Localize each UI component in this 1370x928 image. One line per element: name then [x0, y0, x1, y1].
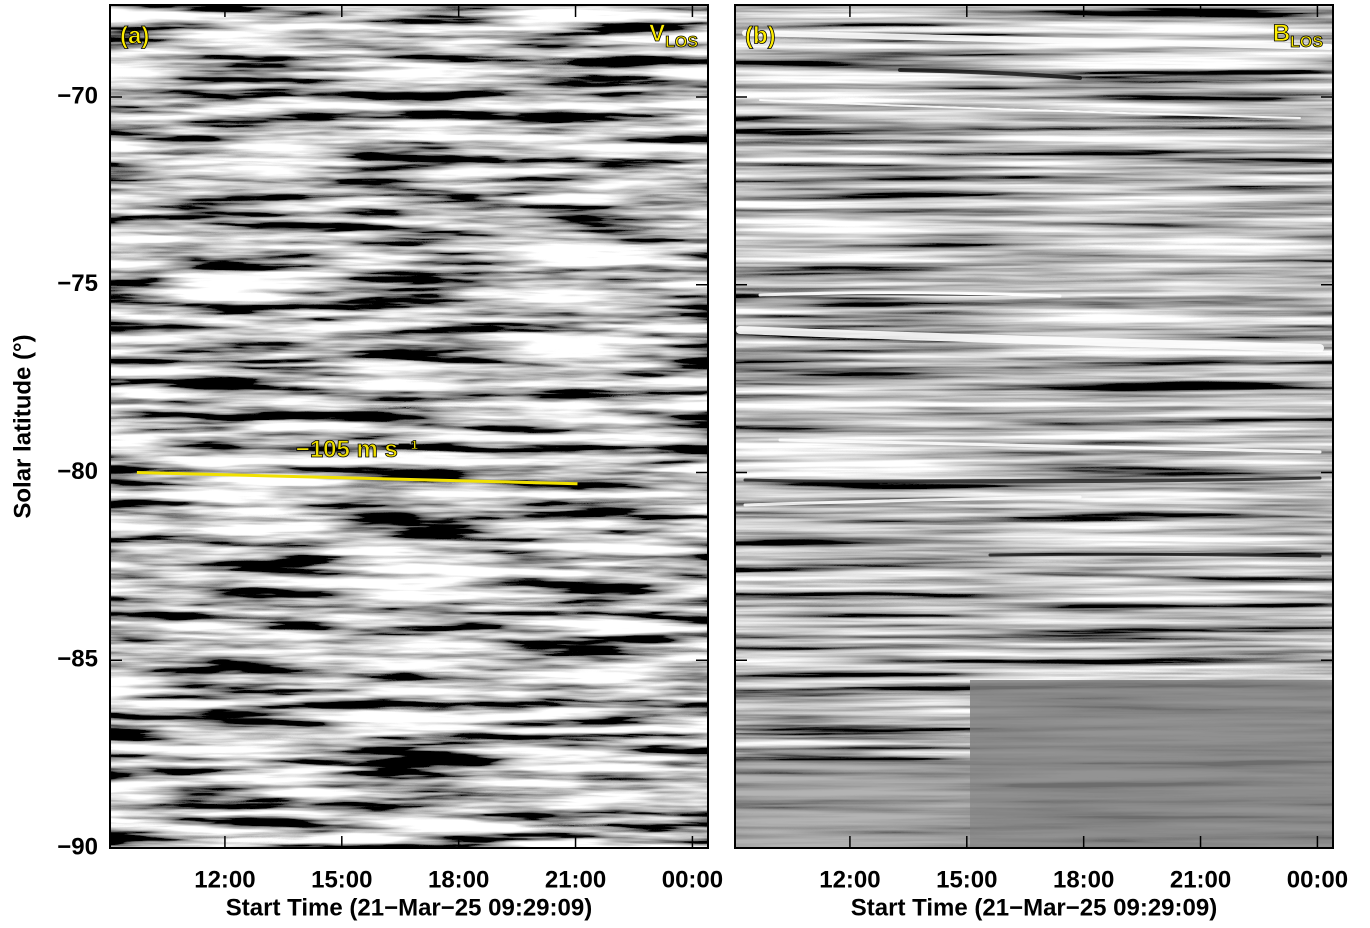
x-tick-label: 21:00: [1170, 866, 1231, 893]
y-tick-label: −80: [57, 458, 98, 485]
quantity-sub: LOS: [665, 34, 698, 51]
quantity-sub: LOS: [1290, 34, 1323, 51]
panel-label: (a): [120, 22, 149, 49]
y-tick-label: −85: [57, 646, 98, 673]
x-tick-label: 12:00: [819, 866, 880, 893]
plot-frame: [109, 4, 709, 849]
x-tick-label: 00:00: [1287, 866, 1348, 893]
x-tick-label: 15:00: [936, 866, 997, 893]
x-tick-label: 18:00: [1053, 866, 1114, 893]
x-axis-label: Start Time (21−Mar−25 09:29:09): [226, 894, 592, 921]
x-tick-label: 18:00: [428, 866, 489, 893]
plot-frame: [734, 4, 1334, 849]
x-tick-label: 15:00: [311, 866, 372, 893]
quantity-label: BLOS: [1273, 20, 1324, 51]
quantity-main: V: [649, 20, 665, 47]
x-tick-label: 21:00: [545, 866, 606, 893]
y-tick-label: −70: [57, 82, 98, 109]
x-tick-label: 00:00: [662, 866, 723, 893]
panel-label: (b): [745, 22, 776, 49]
y-tick-label: −90: [57, 833, 98, 860]
y-tick-label: −75: [57, 270, 98, 297]
panel-b-image: [735, 5, 1333, 848]
x-axis-label: Start Time (21−Mar−25 09:29:09): [851, 894, 1217, 921]
panel-a-image: [110, 5, 708, 848]
fit-line: [136, 470, 578, 486]
fit-label: −105 m s⁻¹: [296, 436, 419, 463]
quantity-main: B: [1273, 20, 1290, 47]
x-tick-label: 12:00: [194, 866, 255, 893]
quantity-label: VLOS: [649, 20, 698, 51]
y-axis-label: Solar latitude (°): [9, 334, 36, 518]
